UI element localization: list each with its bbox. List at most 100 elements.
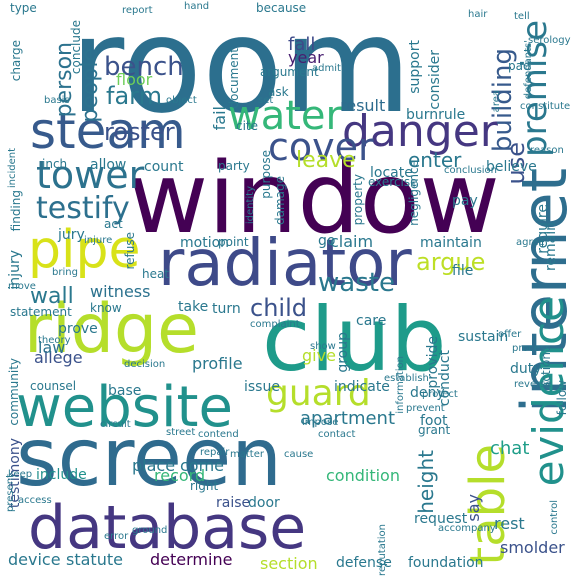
cloud-word: contact [318, 429, 356, 440]
cloud-word: heat [142, 267, 170, 281]
cloud-word: defendants' [523, 40, 534, 100]
cloud-word: decision [124, 359, 166, 370]
cloud-word: issue [244, 379, 280, 395]
cloud-word: pad [508, 59, 531, 73]
cloud-word: database [28, 493, 307, 563]
cloud-word: tower [36, 153, 145, 197]
cloud-word: party [218, 159, 250, 173]
cloud-word: farm [106, 82, 162, 110]
cloud-word: document [227, 48, 241, 109]
cloud-word: property [351, 174, 365, 226]
cloud-word: theory [38, 335, 71, 346]
cloud-word: purpose [259, 150, 273, 199]
cloud-word: repair [200, 447, 230, 458]
cloud-word: profile [192, 354, 243, 373]
cloud-word: present [5, 474, 16, 513]
cloud-word: move [8, 281, 36, 292]
cloud-word: exercise [368, 175, 418, 189]
cloud-word: street [166, 427, 196, 438]
cloud-word: consider [427, 50, 443, 110]
cloud-word: hair [468, 9, 488, 20]
cloud-word: jury [58, 227, 85, 243]
cloud-word: right [190, 479, 219, 493]
cloud-word: injure [84, 235, 113, 246]
cloud-word: base [108, 383, 142, 399]
cloud-word: leave [296, 148, 356, 173]
cloud-word: section [260, 554, 318, 573]
cloud-word: pay [452, 193, 478, 209]
cloud-word: come [180, 456, 225, 475]
cloud-word: locate [370, 165, 413, 181]
cloud-word: show [310, 341, 336, 352]
cloud-word: request [414, 511, 468, 527]
cloud-word: cover [268, 125, 374, 169]
cloud-word: circuit [100, 419, 131, 430]
cloud-word: damage [273, 176, 287, 226]
cloud-word: conclusion [444, 165, 498, 176]
cloud-word: enter [408, 148, 462, 172]
cloud-word: serology [528, 35, 571, 46]
cloud-word: website [16, 375, 233, 440]
cloud-word: agree [516, 237, 545, 248]
cloud-word: report [122, 5, 153, 16]
cloud-word: bring [52, 267, 78, 278]
cloud-word: floor [116, 70, 153, 89]
cloud-word: ridge [24, 290, 200, 369]
cloud-word: information [395, 356, 406, 414]
cloud-word: witness [90, 282, 151, 301]
cloud-word: support [407, 40, 423, 94]
cloud-word: reverse [514, 379, 552, 390]
cloud-word: community [7, 358, 21, 426]
cloud-word: conclude [69, 20, 83, 75]
cloud-word: charge [9, 40, 23, 82]
cloud-word: count [144, 159, 184, 175]
cloud-word: remain [543, 222, 559, 272]
cloud-word: raise [216, 495, 251, 511]
cloud-word: wall [30, 284, 74, 309]
cloud-word: child [250, 294, 307, 322]
cloud-word: apartment [300, 408, 396, 429]
cloud-word: maintain [420, 235, 482, 251]
cloud-word: complaint [250, 319, 300, 330]
cloud-word: motion [180, 235, 230, 251]
cloud-word: people [78, 48, 103, 123]
cloud-word: foundation [408, 555, 484, 571]
cloud-word: place [132, 456, 176, 475]
cloud-word: door [248, 495, 280, 511]
cloud-word: matter [230, 449, 264, 460]
cloud-word: result [340, 96, 386, 115]
cloud-word: object [166, 95, 197, 106]
cloud-word: grant [418, 423, 451, 437]
cloud-word: access [18, 495, 52, 506]
cloud-word: file [452, 263, 474, 279]
cloud-word: pipe [28, 220, 141, 280]
cloud-word: process [512, 343, 551, 354]
cloud-word: keep [8, 469, 33, 480]
cloud-word: height [414, 450, 438, 514]
cloud-word: indicate [334, 379, 390, 395]
cloud-word: claim [330, 232, 374, 251]
cloud-word: area [491, 90, 502, 113]
cloud-word: guard [266, 373, 371, 414]
cloud-word: argument [260, 65, 319, 79]
cloud-word: go [318, 233, 336, 249]
cloud-word: danger [342, 106, 498, 157]
cloud-word: identity [245, 186, 256, 225]
cloud-word: device [8, 550, 61, 569]
cloud-word: because [256, 1, 307, 15]
cloud-word: contend [198, 429, 239, 440]
cloud-word: include [36, 467, 87, 483]
cloud-word: type [10, 1, 37, 15]
cloud-word: control [549, 500, 560, 535]
cloud-word: room [70, 0, 412, 143]
cloud-word: turn [212, 301, 241, 317]
cloud-word: statement [10, 305, 72, 319]
cloud-word: cause [284, 449, 314, 460]
cloud-word: screen [16, 411, 282, 504]
cloud-word: prove [58, 321, 98, 337]
cloud-word: constitute [520, 101, 571, 112]
cloud-word: negligence [407, 160, 421, 226]
cloud-word: tell [514, 11, 530, 22]
cloud-word: statute [66, 550, 123, 569]
